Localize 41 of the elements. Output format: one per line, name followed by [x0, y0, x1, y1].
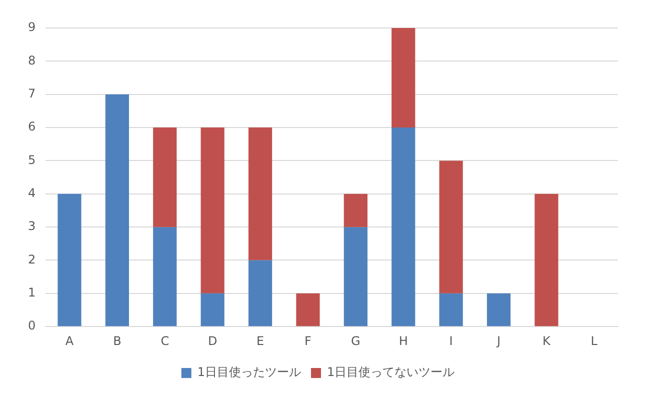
y-tick-label: 0 [28, 318, 36, 333]
bar [296, 293, 320, 326]
bar [344, 227, 368, 326]
y-tick-label: 9 [28, 20, 36, 34]
legend-label: 1日目使ってないツール [327, 365, 455, 380]
x-tick-label: K [542, 334, 552, 348]
bar [439, 160, 463, 294]
bar [58, 194, 82, 326]
x-tick-label: E [256, 334, 264, 348]
x-tick-label: D [208, 334, 218, 348]
bar [248, 128, 272, 260]
bar [534, 194, 558, 326]
x-tick-label: I [449, 334, 453, 348]
bar [392, 128, 416, 326]
x-tick-label: B [113, 334, 122, 348]
x-tick-label: G [351, 334, 360, 348]
y-tick-label: 3 [28, 219, 36, 234]
bar [200, 293, 224, 326]
bar [153, 128, 177, 228]
bar [344, 194, 368, 228]
x-tick-label: L [590, 334, 598, 348]
bar [486, 293, 511, 326]
bar [439, 293, 463, 326]
x-tick-label: C [160, 334, 170, 348]
y-tick-label: 4 [28, 186, 36, 200]
bar [200, 128, 224, 294]
y-tick-label: 2 [28, 252, 36, 266]
x-tick-label: F [304, 334, 312, 348]
x-tick-label: H [398, 334, 408, 348]
y-tick-label: 8 [28, 53, 36, 68]
legend-label: 1日目使ったツール [197, 365, 302, 380]
y-tick-label: 7 [28, 86, 36, 100]
x-tick-label: J [496, 334, 501, 348]
bar [392, 28, 416, 128]
bar [153, 227, 177, 326]
bar [105, 94, 129, 326]
x-tick-label: A [65, 334, 74, 348]
y-tick-label: 5 [28, 152, 36, 167]
y-tick-label: 6 [28, 120, 36, 134]
bar [248, 260, 272, 326]
y-tick-label: 1 [28, 286, 36, 300]
